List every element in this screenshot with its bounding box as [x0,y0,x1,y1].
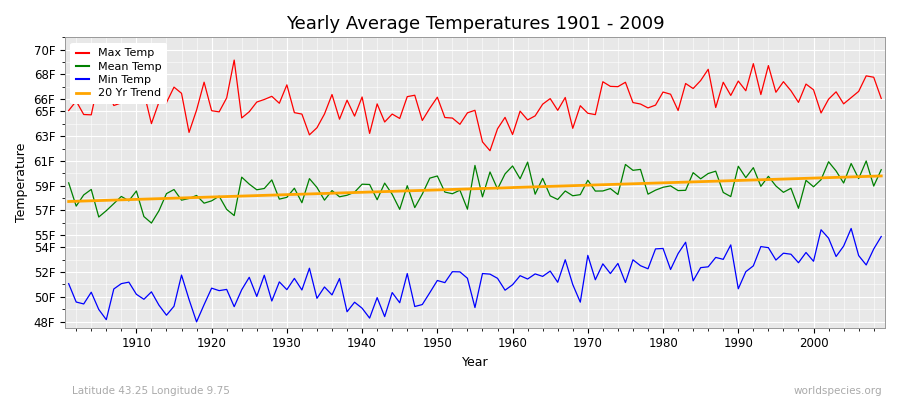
X-axis label: Year: Year [462,356,489,369]
Title: Yearly Average Temperatures 1901 - 2009: Yearly Average Temperatures 1901 - 2009 [285,15,664,33]
Text: worldspecies.org: worldspecies.org [794,386,882,396]
Legend: Max Temp, Mean Temp, Min Temp, 20 Yr Trend: Max Temp, Mean Temp, Min Temp, 20 Yr Tre… [70,43,167,104]
Text: Latitude 43.25 Longitude 9.75: Latitude 43.25 Longitude 9.75 [72,386,230,396]
Y-axis label: Temperature: Temperature [15,143,28,222]
